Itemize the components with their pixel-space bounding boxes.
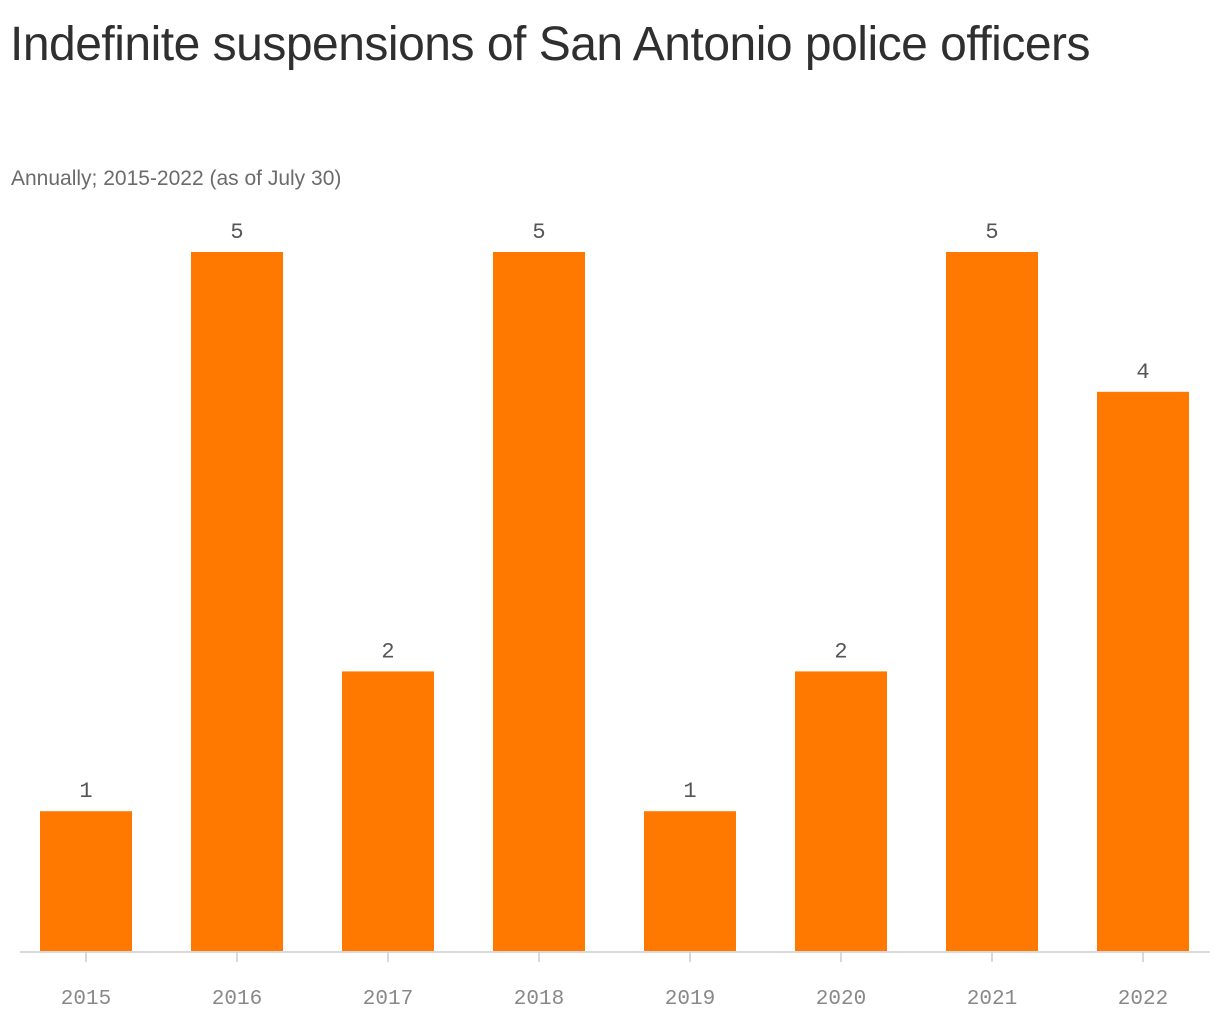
bar-2021 <box>946 252 1038 951</box>
bar-2020 <box>795 671 887 951</box>
chart-subtitle: Annually; 2015-2022 (as of July 30) <box>11 167 342 190</box>
value-label-2016: 5 <box>230 220 243 245</box>
bar-2019 <box>644 811 736 951</box>
bar-2018 <box>493 252 585 951</box>
value-label-2021: 5 <box>985 220 998 245</box>
value-label-2017: 2 <box>381 639 394 664</box>
x-tick-label-2018: 2018 <box>514 988 564 1011</box>
bars-group <box>40 252 1189 951</box>
value-label-2019: 1 <box>683 779 696 804</box>
bar-2017 <box>342 671 434 951</box>
value-label-2018: 5 <box>532 220 545 245</box>
x-tick-label-2021: 2021 <box>967 988 1017 1011</box>
x-ticks-group: 2015 2016 2017 2018 2019 2020 2021 2022 <box>61 952 1168 1011</box>
x-tick-label-2020: 2020 <box>816 988 866 1011</box>
value-labels-group: 1 5 2 5 1 2 5 4 <box>79 220 1149 804</box>
value-label-2022: 4 <box>1136 360 1149 385</box>
chart-title: Indefinite suspensions of San Antonio po… <box>10 18 1091 71</box>
x-tick-label-2022: 2022 <box>1118 988 1168 1011</box>
bar-2016 <box>191 252 283 951</box>
value-label-2015: 1 <box>79 779 92 804</box>
x-tick-label-2015: 2015 <box>61 988 111 1011</box>
bar-2015 <box>40 811 132 951</box>
x-tick-label-2016: 2016 <box>212 988 262 1011</box>
bar-2022 <box>1097 391 1189 951</box>
value-label-2020: 2 <box>834 639 847 664</box>
x-tick-label-2019: 2019 <box>665 988 715 1011</box>
x-tick-label-2017: 2017 <box>363 988 413 1011</box>
